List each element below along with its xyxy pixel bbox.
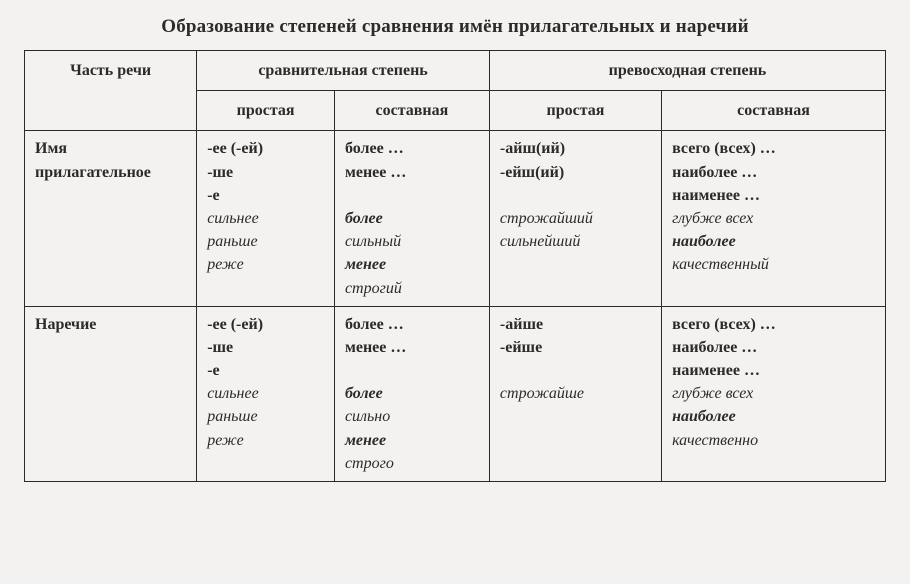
table-row: Наречие-ее (-ей)-ше-есильнеераньшережебо… — [25, 306, 886, 481]
table-body: Имяприлагательное-ее (-ей)-ше-есильнеера… — [25, 131, 886, 482]
cell-line: раньше — [207, 405, 324, 428]
cell-line — [345, 184, 479, 207]
row-header-line: Имя — [35, 137, 186, 160]
cell-line — [500, 359, 651, 382]
header-comparative-compound: составная — [334, 91, 489, 131]
cell-line: наиболее — [672, 405, 875, 428]
comparison-table: Часть речи сравнительная степень превосх… — [24, 50, 886, 482]
row-header: Наречие — [25, 306, 197, 481]
cell-sup-simple: -айше-ейше строжайше — [489, 306, 661, 481]
cell-line: сильнее — [207, 382, 324, 405]
cell-line: наиболее — [672, 230, 875, 253]
cell-line — [345, 359, 479, 382]
cell-line: глубже всех — [672, 207, 875, 230]
cell-line: сильно — [345, 405, 479, 428]
cell-line: реже — [207, 429, 324, 452]
table-row: Имяприлагательное-ее (-ей)-ше-есильнеера… — [25, 131, 886, 306]
cell-line: реже — [207, 253, 324, 276]
row-header: Имяприлагательное — [25, 131, 197, 306]
cell-line — [500, 184, 651, 207]
cell-sup-compound: всего (всех) …наиболее …наименее …глубже… — [662, 131, 886, 306]
cell-line: -ше — [207, 161, 324, 184]
cell-sup-compound: всего (всех) …наиболее …наименее …глубже… — [662, 306, 886, 481]
cell-line: менее — [345, 253, 479, 276]
page-title: Образование степеней сравнения имён прил… — [24, 16, 886, 38]
header-comparative-simple: простая — [197, 91, 335, 131]
cell-line: всего (всех) … — [672, 137, 875, 160]
cell-line: -айш(ий) — [500, 137, 651, 160]
cell-sup-simple: -айш(ий)-ейш(ий) строжайшийсильнейший — [489, 131, 661, 306]
header-superlative-compound: составная — [662, 91, 886, 131]
cell-line: глубже всех — [672, 382, 875, 405]
cell-line: наиболее … — [672, 161, 875, 184]
cell-comp-simple: -ее (-ей)-ше-есильнеераньшереже — [197, 131, 335, 306]
cell-line: менее — [345, 429, 479, 452]
cell-line: менее … — [345, 336, 479, 359]
cell-line: -ше — [207, 336, 324, 359]
cell-line: качественный — [672, 253, 875, 276]
cell-line: -ее (-ей) — [207, 313, 324, 336]
header-comparative: сравнительная степень — [197, 51, 490, 91]
cell-line: менее … — [345, 161, 479, 184]
cell-line: -ее (-ей) — [207, 137, 324, 160]
cell-line: -айше — [500, 313, 651, 336]
cell-line: более — [345, 382, 479, 405]
cell-line: строжайший — [500, 207, 651, 230]
cell-line: строгий — [345, 277, 479, 300]
cell-line: сильнейший — [500, 230, 651, 253]
cell-line: всего (всех) … — [672, 313, 875, 336]
cell-line: -е — [207, 359, 324, 382]
header-superlative: превосходная степень — [489, 51, 885, 91]
cell-line: наименее … — [672, 359, 875, 382]
cell-line: более — [345, 207, 479, 230]
row-header-line: прилагательное — [35, 161, 186, 184]
cell-line: -е — [207, 184, 324, 207]
header-superlative-simple: простая — [489, 91, 661, 131]
cell-comp-compound: более …менее … болеесильноменеестрого — [334, 306, 489, 481]
cell-line: -ейше — [500, 336, 651, 359]
cell-line: раньше — [207, 230, 324, 253]
cell-line: более … — [345, 137, 479, 160]
cell-line: качественно — [672, 429, 875, 452]
cell-comp-compound: более …менее … болеесильныйменеестрогий — [334, 131, 489, 306]
cell-line: сильный — [345, 230, 479, 253]
cell-line: -ейш(ий) — [500, 161, 651, 184]
header-part-of-speech: Часть речи — [25, 51, 197, 131]
row-header-line: Наречие — [35, 313, 186, 336]
cell-line: сильнее — [207, 207, 324, 230]
cell-line: строго — [345, 452, 479, 475]
cell-line: наиболее … — [672, 336, 875, 359]
cell-line: строжайше — [500, 382, 651, 405]
cell-line: более … — [345, 313, 479, 336]
cell-comp-simple: -ее (-ей)-ше-есильнеераньшереже — [197, 306, 335, 481]
cell-line: наименее … — [672, 184, 875, 207]
